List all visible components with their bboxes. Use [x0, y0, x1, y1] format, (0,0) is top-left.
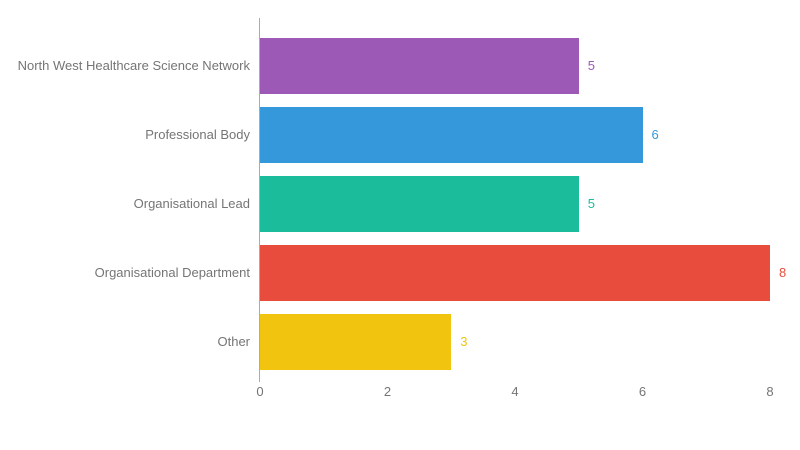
- value-label: 5: [587, 196, 595, 211]
- x-axis-tick-label: 8: [766, 384, 774, 399]
- x-axis-tick-label: 4: [511, 384, 519, 399]
- value-label: 6: [651, 127, 659, 142]
- bar[interactable]: [260, 176, 579, 232]
- bar[interactable]: [260, 245, 770, 301]
- value-label: 3: [460, 334, 468, 349]
- value-label: 8: [779, 265, 787, 280]
- category-label: Organisational Department: [94, 265, 250, 280]
- x-axis-tick-label: 2: [383, 384, 392, 399]
- bar[interactable]: [260, 38, 579, 94]
- bar[interactable]: [260, 107, 643, 163]
- bar[interactable]: [260, 314, 452, 370]
- x-axis-tick-label: 0: [256, 384, 264, 399]
- category-label: Organisational Lead: [133, 196, 250, 211]
- category-label: Other: [217, 334, 250, 349]
- x-axis-tick-label: 6: [638, 384, 647, 399]
- category-label: Professional Body: [145, 127, 250, 142]
- value-label: 5: [587, 58, 595, 73]
- y-axis-line: [259, 18, 260, 382]
- category-label: North West Healthcare Science Network: [17, 58, 250, 73]
